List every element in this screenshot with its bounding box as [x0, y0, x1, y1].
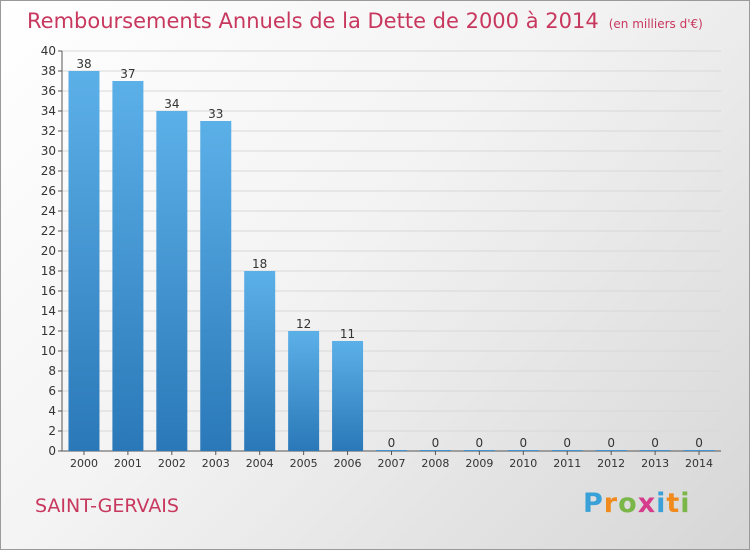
- logo-letter: o: [618, 488, 638, 519]
- logo-letter: t: [666, 488, 681, 519]
- y-tick-label: 14: [41, 304, 56, 318]
- bar: [507, 450, 539, 451]
- x-tick-label: 2005: [290, 457, 318, 470]
- bar-value-label: 0: [695, 436, 703, 450]
- bar-value-label: 0: [519, 436, 527, 450]
- bar-value-label: 0: [607, 436, 615, 450]
- chart-title-text: Remboursements Annuels de la Dette de 20…: [27, 9, 599, 33]
- x-tick-label: 2007: [378, 457, 406, 470]
- logo-letter: i: [656, 488, 667, 519]
- x-tick-label: 2012: [597, 457, 625, 470]
- bar-value-label: 11: [340, 327, 355, 341]
- bar: [463, 450, 495, 451]
- proxiti-logo: Proxiti: [583, 488, 691, 519]
- bar-value-label: 37: [120, 67, 135, 81]
- x-tick-label: 2013: [641, 457, 669, 470]
- bar: [156, 111, 188, 451]
- bar: [376, 450, 407, 451]
- y-tick-label: 20: [41, 244, 56, 258]
- x-tick-label: 2003: [202, 457, 230, 470]
- bar: [112, 81, 144, 451]
- y-tick-label: 24: [41, 204, 56, 218]
- x-tick-label: 2008: [421, 457, 449, 470]
- commune-name: SAINT-GERVAIS: [35, 495, 179, 517]
- y-tick-label: 2: [48, 424, 56, 438]
- x-tick-label: 2006: [334, 457, 362, 470]
- bar-value-label: 0: [388, 436, 396, 450]
- bar: [244, 271, 276, 451]
- bar-value-label: 0: [651, 436, 659, 450]
- logo-letter: r: [603, 488, 619, 519]
- x-tick-label: 2002: [158, 457, 186, 470]
- y-tick-label: 40: [41, 44, 56, 58]
- logo-letter: i: [680, 488, 691, 519]
- bar: [288, 331, 320, 451]
- bar: [200, 121, 232, 451]
- y-tick-label: 22: [41, 224, 56, 238]
- x-tick-label: 2009: [465, 457, 493, 470]
- bar: [683, 450, 715, 451]
- y-tick-label: 6: [48, 384, 56, 398]
- y-tick-label: 32: [41, 124, 56, 138]
- bar-value-label: 0: [563, 436, 571, 450]
- logo-letter: P: [583, 488, 604, 519]
- y-tick-label: 34: [41, 104, 56, 118]
- bar: [68, 71, 100, 451]
- y-tick-label: 8: [48, 364, 56, 378]
- bar-value-label: 34: [164, 97, 179, 111]
- bar-value-label: 12: [296, 317, 311, 331]
- bar-value-label: 38: [76, 57, 91, 71]
- x-tick-label: 2001: [114, 457, 142, 470]
- bar: [419, 450, 451, 451]
- y-tick-label: 4: [48, 404, 56, 418]
- x-tick-label: 2010: [509, 457, 537, 470]
- bar-value-label: 18: [252, 257, 267, 271]
- y-tick-label: 0: [48, 444, 56, 458]
- y-tick-label: 10: [41, 344, 56, 358]
- bar: [639, 450, 671, 451]
- y-tick-label: 18: [41, 264, 56, 278]
- chart-title: Remboursements Annuels de la Dette de 20…: [27, 9, 703, 33]
- x-tick-label: 2011: [553, 457, 581, 470]
- bar-value-label: 33: [208, 107, 223, 121]
- bar: [332, 341, 364, 451]
- y-tick-label: 26: [41, 184, 56, 198]
- bar: [595, 450, 627, 451]
- y-tick-label: 30: [41, 144, 56, 158]
- bar-value-label: 0: [476, 436, 484, 450]
- chart-unit-note: (en milliers d'€): [608, 17, 703, 31]
- y-tick-label: 28: [41, 164, 56, 178]
- x-tick-label: 2004: [246, 457, 274, 470]
- x-tick-label: 2000: [70, 457, 98, 470]
- y-tick-label: 16: [41, 284, 56, 298]
- y-tick-label: 38: [41, 64, 56, 78]
- y-tick-label: 36: [41, 84, 56, 98]
- logo-letter: x: [637, 488, 657, 519]
- bar: [551, 450, 583, 451]
- x-tick-label: 2014: [685, 457, 713, 470]
- y-tick-label: 12: [41, 324, 56, 338]
- bar-value-label: 0: [432, 436, 440, 450]
